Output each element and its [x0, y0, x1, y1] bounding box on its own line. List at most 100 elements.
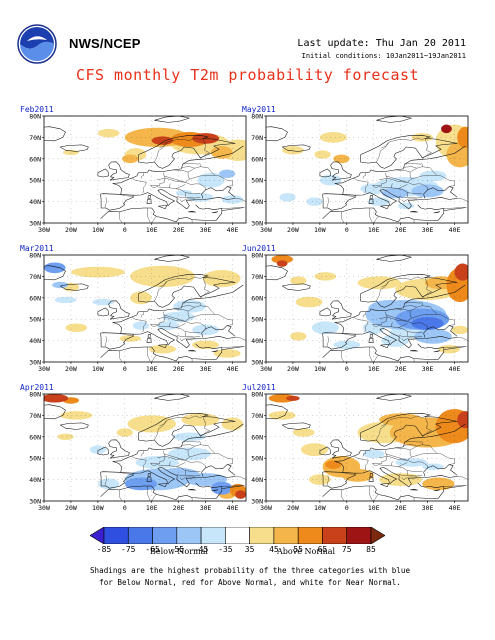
latitude-label: 70N — [29, 273, 41, 281]
country-border — [369, 485, 373, 501]
country-border — [119, 489, 123, 501]
coastline — [266, 265, 288, 281]
longitude-label: 40E — [227, 365, 239, 373]
country-border — [407, 336, 423, 338]
coastline — [433, 211, 440, 214]
above-normal-area — [130, 265, 195, 288]
country-border — [398, 470, 408, 476]
coastline — [369, 333, 373, 338]
above-normal-area — [309, 474, 331, 485]
coastline — [376, 394, 412, 401]
coastline — [97, 307, 109, 317]
coastline — [188, 488, 196, 491]
country-border — [341, 350, 345, 362]
coastline — [154, 394, 190, 401]
longitude-label: 0 — [345, 226, 349, 234]
below-normal-area — [167, 447, 211, 461]
coastline — [354, 467, 458, 488]
coastline — [423, 186, 458, 199]
coastline — [138, 413, 236, 447]
coastline — [282, 422, 311, 430]
coastline — [146, 199, 152, 204]
country-border — [140, 173, 144, 179]
agency-name: NWS/NCEP — [69, 36, 141, 51]
above-normal-area — [116, 428, 133, 437]
latitude-label: 40N — [29, 337, 41, 345]
country-border — [373, 216, 378, 223]
coastline — [410, 488, 418, 491]
country-border — [235, 476, 246, 480]
country-border — [150, 322, 171, 327]
below-normal-area — [395, 458, 428, 467]
coastline — [473, 466, 474, 484]
below-normal-area — [411, 184, 444, 198]
coastline — [138, 135, 236, 169]
country-border — [200, 138, 211, 160]
coastline — [60, 422, 89, 430]
above-normal-area — [282, 145, 304, 155]
coastline — [433, 350, 440, 353]
colorbar-segment — [225, 526, 250, 545]
country-border — [422, 138, 433, 160]
country-border — [422, 305, 438, 315]
above-normal-area — [379, 413, 423, 427]
coastline — [100, 193, 134, 211]
country-border — [159, 419, 167, 427]
longitude-label: 20E — [173, 504, 185, 512]
country-border — [401, 198, 417, 202]
country-border — [154, 415, 203, 441]
country-border — [379, 177, 408, 183]
longitude-label: 30W — [38, 365, 50, 373]
coastline — [44, 126, 66, 142]
country-border — [401, 476, 417, 480]
country-border — [457, 198, 468, 202]
country-border — [189, 175, 233, 187]
coastline — [147, 472, 151, 477]
country-border — [379, 455, 408, 461]
above-normal-label: Above Normal — [277, 547, 336, 556]
country-border — [188, 162, 201, 173]
country-border — [181, 166, 195, 169]
coastline — [147, 194, 151, 199]
coastline — [417, 343, 466, 350]
above-normal-area — [276, 260, 288, 267]
country-border — [179, 337, 195, 341]
below-normal-label: Below Normal — [150, 547, 208, 556]
latitude-label: 50N — [251, 455, 263, 463]
country-border — [385, 308, 412, 322]
longitude-label: 20W — [65, 226, 77, 234]
country-border — [131, 455, 147, 472]
colorbar-tick-label: -85 — [96, 545, 112, 554]
coastline — [132, 189, 236, 210]
last-update: Last update: Thu Jan 20 2011 — [297, 38, 466, 49]
below-normal-area — [381, 187, 409, 199]
country-border — [221, 346, 245, 348]
coastline — [100, 346, 223, 362]
coastline — [211, 489, 218, 492]
above-normal-area — [301, 443, 328, 457]
longitude-label: 40E — [227, 226, 239, 234]
country-border — [403, 444, 417, 447]
latitude-label: 40N — [251, 476, 263, 484]
above-normal-area — [290, 276, 307, 285]
country-border — [151, 355, 156, 362]
panel-title: Apr2011 — [20, 383, 54, 392]
colorbar-tick-label: 35 — [244, 545, 255, 554]
coastline — [473, 188, 474, 206]
coastline — [97, 168, 109, 178]
colorbar-arrow-left — [89, 526, 105, 545]
coastline — [100, 207, 223, 223]
longitude-label: 20E — [173, 365, 185, 373]
latitude-label: 60N — [29, 294, 41, 302]
country-border — [422, 416, 433, 438]
initial-conditions: Initial conditions: 10Jan2011~19Jan2011 — [301, 52, 466, 60]
colorbar-tick-label: -45 — [193, 545, 209, 554]
longitude-label: 10W — [92, 365, 104, 373]
panel-title: Mar2011 — [20, 244, 54, 253]
panel-title: Jun2011 — [242, 244, 276, 253]
coastline — [322, 332, 356, 350]
shading-note-line-2: for Below Normal, red for Above Normal, … — [99, 578, 401, 587]
colorbar-tick-label: 85 — [366, 545, 376, 554]
longitude-label: 40E — [449, 365, 461, 373]
map-panel-jul: Jul2011 80N 70N 60N 50N 40N 30N 30W 20W 10W 0 10E 2… — [242, 383, 474, 515]
